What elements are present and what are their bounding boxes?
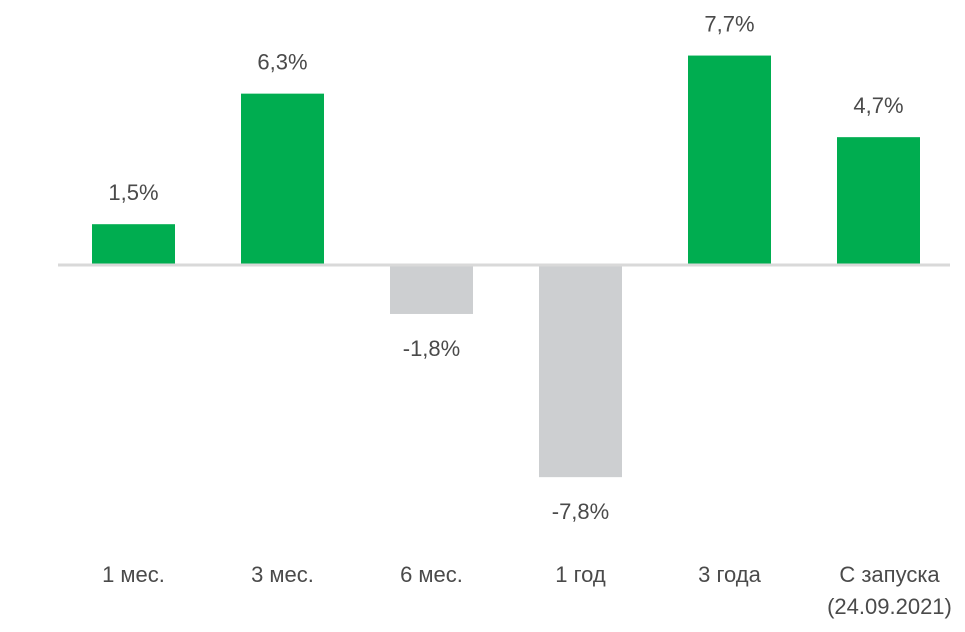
category-label: С запуска <box>839 562 940 587</box>
data-label: 1,5% <box>108 180 158 205</box>
data-label: 4,7% <box>853 93 903 118</box>
bar <box>837 137 920 265</box>
category-label: 6 мес. <box>400 562 463 587</box>
category-label: 3 года <box>698 562 761 587</box>
category-label: 1 мес. <box>102 562 165 587</box>
bar <box>688 55 771 266</box>
category-label: 1 год <box>555 562 606 587</box>
bar <box>390 265 473 314</box>
data-label: -1,8% <box>403 336 460 361</box>
category-label: (24.09.2021) <box>827 594 952 619</box>
bar <box>92 224 175 265</box>
data-label: 6,3% <box>257 50 307 75</box>
category-label: 3 мес. <box>251 562 314 587</box>
bar <box>539 265 622 478</box>
data-label: -7,8% <box>552 499 609 524</box>
data-label: 7,7% <box>704 12 754 37</box>
bar <box>241 93 324 265</box>
